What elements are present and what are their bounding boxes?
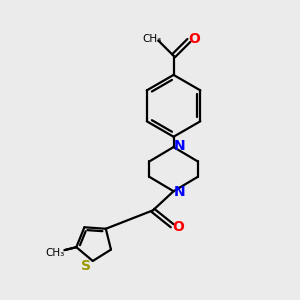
Text: N: N bbox=[174, 140, 186, 154]
Text: O: O bbox=[188, 32, 200, 46]
Text: CH₃: CH₃ bbox=[142, 34, 161, 44]
Text: CH₃: CH₃ bbox=[45, 248, 64, 257]
Text: N: N bbox=[174, 185, 186, 199]
Text: O: O bbox=[172, 220, 184, 234]
Text: S: S bbox=[81, 259, 91, 273]
